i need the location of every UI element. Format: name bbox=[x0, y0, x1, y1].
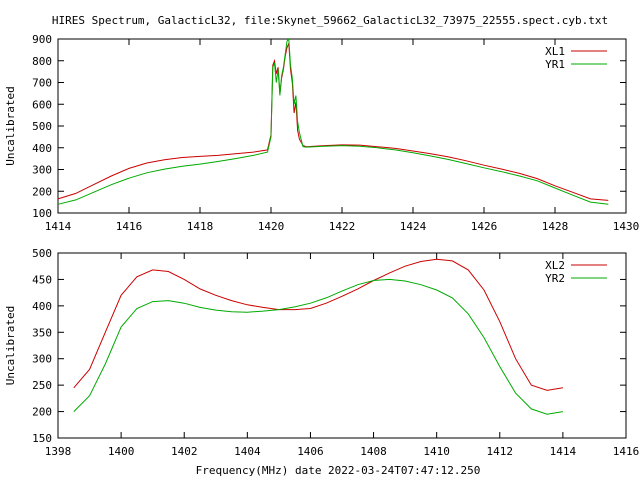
y-tick-label: 500 bbox=[32, 120, 52, 133]
y-tick-label: 250 bbox=[32, 379, 52, 392]
x-tick-label: 1418 bbox=[187, 220, 214, 233]
y-tick-label: 700 bbox=[32, 77, 52, 90]
x-tick-label: 1414 bbox=[45, 220, 72, 233]
y-axis-label: Uncalibrated bbox=[4, 86, 17, 165]
series-line-xl1 bbox=[57, 43, 609, 201]
y-tick-label: 300 bbox=[32, 164, 52, 177]
x-tick-label: 1416 bbox=[116, 220, 143, 233]
figure-title: HIRES Spectrum, GalacticL32, file:Skynet… bbox=[52, 14, 608, 27]
y-tick-label: 600 bbox=[32, 98, 52, 111]
y-tick-label: 400 bbox=[32, 300, 52, 313]
y-tick-label: 200 bbox=[32, 406, 52, 419]
y-tick-label: 350 bbox=[32, 326, 52, 339]
y-tick-label: 800 bbox=[32, 55, 52, 68]
x-tick-label: 1412 bbox=[487, 445, 514, 458]
x-tick-label: 1430 bbox=[613, 220, 640, 233]
series-line-yr1 bbox=[57, 37, 609, 205]
x-tick-label: 1422 bbox=[329, 220, 356, 233]
legend-label-xl1: XL1 bbox=[545, 45, 565, 58]
y-tick-label: 150 bbox=[32, 432, 52, 445]
x-tick-label: 1426 bbox=[471, 220, 498, 233]
x-tick-label: 1428 bbox=[542, 220, 569, 233]
legend-label-yr2: YR2 bbox=[545, 272, 565, 285]
x-tick-label: 1404 bbox=[234, 445, 261, 458]
plot-frame bbox=[57, 252, 627, 439]
x-tick-label: 1398 bbox=[45, 445, 72, 458]
legend-label-xl2: XL2 bbox=[545, 259, 565, 272]
x-tick-label: 1408 bbox=[360, 445, 387, 458]
plot-frame bbox=[57, 38, 627, 214]
x-tick-label: 1420 bbox=[258, 220, 285, 233]
y-tick-label: 400 bbox=[32, 142, 52, 155]
y-axis-label: Uncalibrated bbox=[4, 306, 17, 385]
y-tick-label: 500 bbox=[32, 247, 52, 260]
x-tick-label: 1414 bbox=[550, 445, 577, 458]
y-tick-label: 300 bbox=[32, 353, 52, 366]
series-line-xl2 bbox=[73, 258, 563, 391]
lower-spectrum-chart: 1398 1400 1402 1404 1406 1408 1410 1412 1414 1416… bbox=[4, 247, 639, 458]
x-tick-label: 1406 bbox=[297, 445, 324, 458]
x-tick-label: 1410 bbox=[423, 445, 450, 458]
x-axis-label: Frequency(MHz) date 2022-03-24T07:47:12.… bbox=[196, 464, 481, 477]
series-line-yr2 bbox=[73, 278, 563, 415]
y-tick-label: 200 bbox=[32, 185, 52, 198]
x-tick-label: 1400 bbox=[108, 445, 135, 458]
y-tick-label: 450 bbox=[32, 273, 52, 286]
x-tick-label: 1416 bbox=[613, 445, 640, 458]
y-tick-label: 900 bbox=[32, 33, 52, 46]
x-tick-label: 1402 bbox=[171, 445, 198, 458]
legend-label-yr1: YR1 bbox=[545, 58, 565, 71]
upper-spectrum-chart: 1414 1416 1418 1420 1422 1424 1426 1428 1430 100 2… bbox=[4, 33, 639, 233]
y-tick-label: 100 bbox=[32, 207, 52, 220]
x-tick-label: 1424 bbox=[400, 220, 427, 233]
